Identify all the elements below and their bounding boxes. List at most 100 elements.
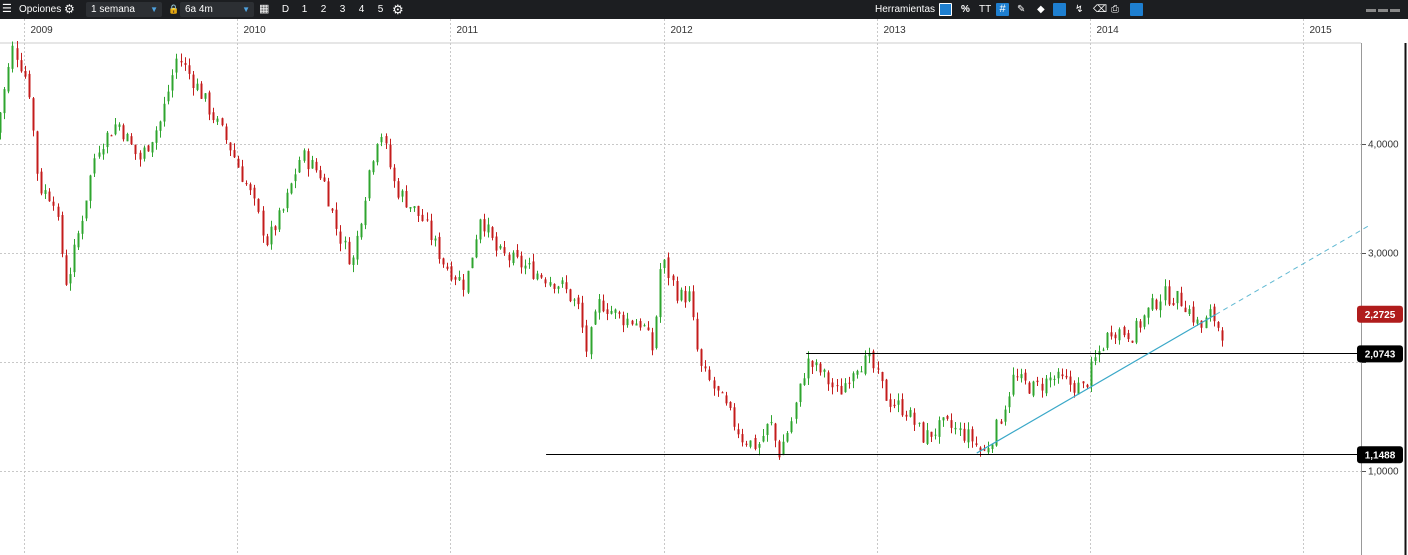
candle-up [762, 435, 765, 442]
candle-up [688, 291, 691, 302]
candle-up [1094, 357, 1097, 362]
marker-icon[interactable]: ◆ [1037, 4, 1045, 15]
grid-icon[interactable]: # [996, 3, 1009, 16]
candle-up [856, 370, 859, 375]
range-select[interactable]: 6a 4m ▼ [180, 2, 254, 17]
period-2[interactable]: 2 [320, 4, 327, 15]
candle-down [622, 314, 625, 326]
candle-up [770, 422, 773, 424]
candle-down [57, 206, 60, 217]
candle-up [942, 417, 945, 421]
candle-down [676, 281, 679, 301]
period-5[interactable]: 5 [377, 4, 384, 15]
candle-up [479, 219, 482, 240]
candle-down [229, 142, 232, 151]
candle-down [16, 48, 19, 60]
candle-down [963, 428, 966, 441]
candle-down [1016, 376, 1019, 378]
candle-down [684, 290, 687, 303]
y-axis: 4,0000 3,0000 1,0000 [1361, 43, 1407, 555]
eraser-icon[interactable]: ⌫ [1093, 4, 1108, 15]
candle-down [48, 191, 51, 202]
candle-down [881, 371, 884, 382]
gear-icon[interactable]: ⚙ [64, 2, 75, 16]
candle-up [1102, 349, 1105, 351]
print-icon[interactable]: ⎙ [1111, 4, 1119, 15]
candle-up [167, 91, 170, 102]
candle-up [106, 132, 109, 148]
candle-up [844, 383, 847, 393]
candle-up [487, 224, 490, 233]
candle-down [1069, 376, 1072, 385]
candle-up [799, 383, 802, 403]
candle-down [1139, 321, 1142, 328]
candle-up [1106, 332, 1109, 348]
candle-up [959, 428, 962, 431]
period-4[interactable]: 4 [358, 4, 365, 15]
chart-grid [0, 19, 1361, 555]
maximize-icon[interactable]: ▬ [1390, 4, 1400, 15]
indicator-icon[interactable]: ↯ [1075, 4, 1084, 15]
period-3[interactable]: 3 [339, 4, 346, 15]
candle-up [1012, 374, 1015, 395]
candle-up [499, 246, 502, 249]
candle-up [1004, 409, 1007, 422]
candle-up [1196, 319, 1199, 324]
lock-icon[interactable]: 🔒 [168, 4, 180, 14]
drawing-overlays [546, 223, 1399, 455]
candle-down [1000, 421, 1003, 424]
candle-down [454, 277, 457, 280]
price-chart[interactable]: 2009 2010 2011 2012 2013 2014 2015 4,0000 3,000… [0, 19, 1408, 555]
candle-down [639, 321, 642, 328]
crosshair-tool-icon[interactable] [939, 3, 952, 16]
candle-up [766, 423, 769, 436]
candle-up [294, 174, 297, 182]
candle-down [262, 210, 265, 236]
candle-up [1053, 378, 1056, 380]
options-label[interactable]: Opciones [19, 4, 62, 15]
candle-down [20, 60, 23, 72]
candle-up [803, 378, 806, 385]
candle-down [889, 399, 892, 407]
candle-down [1041, 383, 1044, 391]
pencil-icon[interactable]: ✎ [1017, 4, 1026, 15]
x-tick-label: 2009 [31, 25, 54, 36]
candle-down [831, 382, 834, 388]
candle-down [696, 318, 699, 350]
candle-down [122, 125, 125, 140]
candle-up [643, 325, 646, 327]
minimize-icon[interactable]: ▬ [1366, 4, 1376, 15]
candle-down [1168, 286, 1171, 305]
restore-icon[interactable]: ▬ [1378, 4, 1388, 15]
candle-up [561, 280, 564, 285]
candle-up [471, 257, 474, 269]
candle-up [278, 210, 281, 230]
menu-icon[interactable]: ☰ [2, 3, 12, 15]
candle-up [175, 58, 178, 73]
period-1[interactable]: 1 [301, 4, 308, 15]
candle-up [380, 137, 383, 143]
candle-up [270, 226, 273, 245]
candle-down [192, 74, 195, 89]
tools-settings-icon[interactable] [1130, 3, 1143, 16]
calendar-icon[interactable]: ▦ [259, 3, 270, 15]
text-tool-button[interactable]: TT [979, 4, 992, 15]
candle-down [430, 220, 433, 241]
candle-up [1159, 301, 1162, 311]
settings-gear-icon[interactable]: ⚙ [392, 2, 404, 17]
candle-down [397, 181, 400, 198]
candle-up [376, 143, 379, 163]
y-tick-label: 1,0000 [1368, 467, 1399, 478]
candle-down [713, 380, 716, 389]
candle-up [659, 269, 662, 318]
candle-up [680, 289, 683, 301]
candle-down [348, 241, 351, 265]
period-d[interactable]: D [281, 4, 290, 15]
layout-icon[interactable] [1053, 3, 1066, 16]
candle-down [778, 441, 781, 458]
candle-down [180, 60, 183, 63]
interval-select[interactable]: 1 semana ▼ [86, 2, 162, 17]
candle-up [1049, 377, 1052, 381]
candle-down [733, 407, 736, 427]
percent-button[interactable]: % [961, 4, 970, 15]
